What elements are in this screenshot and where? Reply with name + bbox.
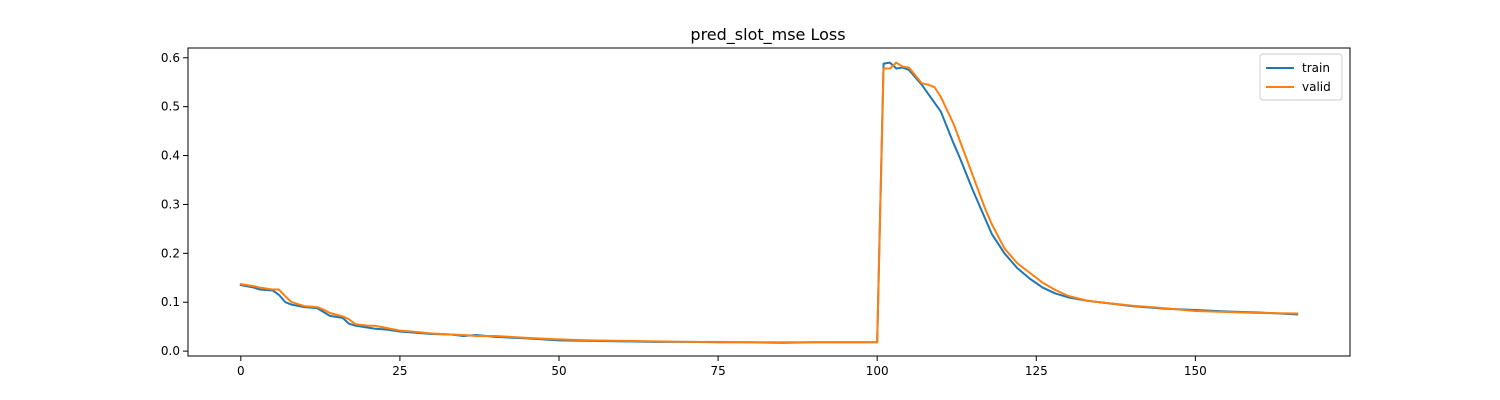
y-tick-label: 0.1 <box>161 295 180 309</box>
x-tick-label: 0 <box>237 364 245 378</box>
y-tick-label: 0.6 <box>161 51 180 65</box>
y-tick-label: 0.4 <box>161 149 180 163</box>
x-tick-label: 100 <box>866 364 889 378</box>
x-tick-label: 125 <box>1025 364 1048 378</box>
x-tick-label: 150 <box>1184 364 1207 378</box>
y-tick-label: 0.5 <box>161 100 180 114</box>
y-tick-label: 0.0 <box>161 344 180 358</box>
chart-title: pred_slot_mse Loss <box>690 25 845 45</box>
legend-label-valid: valid <box>1302 80 1331 94</box>
series-line-valid <box>239 61 1299 344</box>
x-tick-label: 50 <box>551 364 566 378</box>
plot-area: 0 25 50 75 100 125 150 0.0 0.1 0.2 0.3 0.4 0.5 0.6 tra… <box>161 47 1351 378</box>
y-tick-label: 0.2 <box>161 246 180 260</box>
legend-label-train: train <box>1302 61 1330 75</box>
legend-box <box>1259 53 1343 101</box>
x-tick-label: 25 <box>392 364 407 378</box>
axes-frame <box>187 47 1351 357</box>
x-tick-label: 75 <box>710 364 725 378</box>
y-tick-label: 0.3 <box>161 197 180 211</box>
